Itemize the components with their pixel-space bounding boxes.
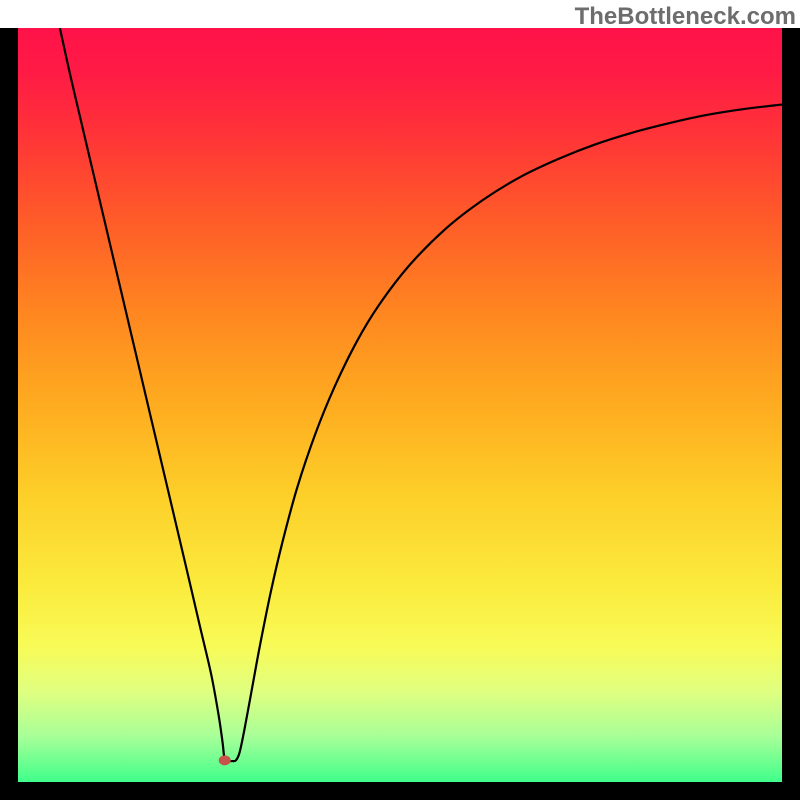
attribution-label: TheBottleneck.com <box>575 3 796 30</box>
minimum-marker <box>219 755 231 765</box>
chart-background <box>18 28 782 782</box>
bottleneck-chart: TheBottleneck.com <box>0 0 800 800</box>
